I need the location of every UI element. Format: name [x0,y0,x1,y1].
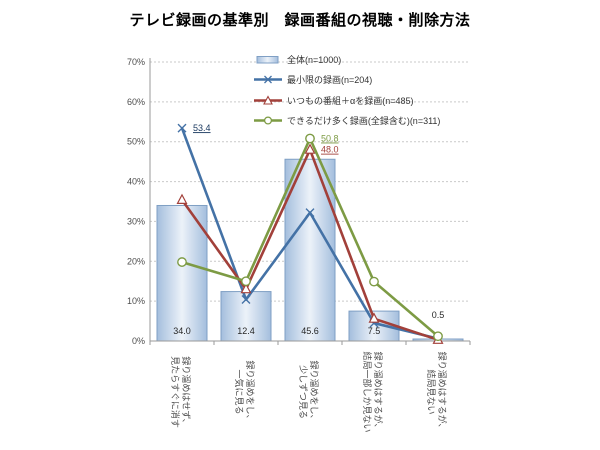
legend-item: 全体(n=1000) [253,53,440,65]
chart-legend: 全体(n=1000) 最小限の録画(n=204) いつもの番組＋αを録画(n=485… [253,53,440,135]
legend-item-label: できるだけ多く録画(全録含む)(n=311) [287,116,441,126]
svg-text:録り溜めはするが、結局一部しか見ない: 録り溜めはするが、結局一部しか見ない [362,351,384,432]
triangle-marker-icon [263,94,273,105]
bar-value-label: 0.5 [432,310,445,320]
triangle-marker-icon [304,143,316,154]
x-marker-icon [177,123,187,133]
legend-x-swatch [254,75,282,84]
x-marker-icon [305,208,315,218]
x-marker-icon [264,75,272,84]
legend-item-label: 最小限の録画(n=204) [287,75,373,85]
legend-bar-swatch [256,55,279,63]
y-tick-label: 40% [127,177,145,187]
circle-marker-icon [177,257,187,267]
point-value-label: 50.8 [321,134,339,144]
chart-title: テレビ録画の基準別 録画番組の視聴・削除方法 [129,12,471,29]
legend-triangle-swatch [254,94,282,105]
y-tick-label: 20% [127,256,145,266]
legend-item: できるだけ多く録画(全録含む)(n=311) [253,115,440,127]
svg-text:録り溜めはせず、見たらすぐに消す: 録り溜めはせず、見たらすぐに消す [170,356,192,428]
circle-marker-icon [305,133,315,144]
y-tick-label: 0% [132,336,145,346]
circle-marker-icon [241,276,251,287]
point-value-label: 53.4 [193,123,211,133]
bar-value-label: 34.0 [173,326,191,336]
circle-marker-icon [433,331,443,342]
y-tick-label: 30% [127,216,145,226]
y-tick-label: 70% [127,57,145,67]
x-category-label: 録り溜めはせず、見たらすぐに消す [170,356,192,428]
y-tick-label: 50% [127,137,145,147]
x-category-label: 録り溜めをし、少しずつ見る [298,360,320,423]
circle-marker-icon [369,276,379,287]
svg-text:録り溜めはするが、結局見ない: 録り溜めはするが、結局見ない [426,352,448,433]
legend-item: 最小限の録画(n=204) [253,74,440,86]
x-category-label: 録り溜めはするが、結局一部しか見ない [362,351,384,432]
y-tick-label: 10% [127,296,145,306]
x-marker-icon [241,295,251,305]
svg-text:録り溜めをし、少しずつ見る: 録り溜めをし、少しずつ見る [298,360,320,423]
legend-item-label: いつもの番組＋αを録画(n=485) [287,95,414,106]
legend-circle-swatch [254,116,282,125]
x-category-label: 録り溜めはするが、結局見ない [426,352,448,433]
triangle-marker-icon [240,282,252,294]
bar-value-label: 45.6 [301,326,319,336]
x-category-label: 録り溜めをし、一気に見る [234,360,256,423]
y-tick-label: 60% [127,97,145,107]
legend-item-label: 全体(n=1000) [287,54,342,65]
svg-text:録り溜めをし、一気に見る: 録り溜めをし、一気に見る [234,360,256,423]
triangle-marker-icon [176,193,188,205]
bar-value-label: 12.4 [237,326,255,336]
bar [156,204,208,342]
point-value-label: 48.0 [321,145,339,155]
bar-value-label: 7.5 [368,326,381,336]
triangle-marker-icon [368,312,380,323]
circle-marker-icon [263,116,273,125]
bar [284,158,336,342]
legend-item: いつもの番組＋αを録画(n=485) [253,94,440,106]
